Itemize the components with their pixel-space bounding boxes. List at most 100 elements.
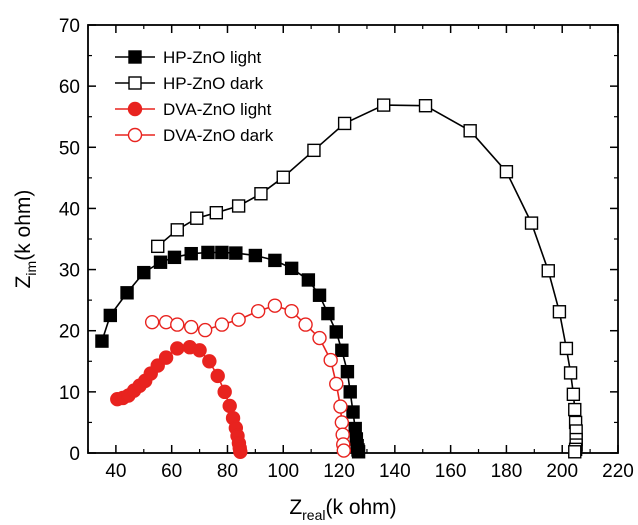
- data-point: [170, 341, 185, 356]
- data-point: [120, 286, 134, 300]
- data-point: [329, 376, 344, 392]
- data-point: [351, 445, 366, 459]
- data-point: [321, 306, 335, 321]
- data-point: [95, 334, 109, 348]
- y-tick-label: 70: [59, 16, 80, 37]
- y-tick-label: 60: [59, 77, 80, 98]
- data-point: [463, 124, 477, 138]
- data-point: [568, 402, 582, 417]
- data-point: [170, 223, 184, 237]
- data-point: [217, 384, 232, 400]
- data-point: [343, 385, 357, 399]
- x-tick-label: 160: [435, 461, 467, 482]
- data-point: [267, 298, 283, 313]
- series-group: [95, 98, 583, 459]
- data-point: [337, 116, 352, 131]
- data-point: [215, 245, 229, 260]
- y-axis-title: Zim(k ohm): [12, 190, 39, 289]
- series-line: [157, 104, 577, 453]
- data-point: [153, 255, 168, 269]
- y-tick-label: 20: [59, 322, 80, 343]
- legend-marker: [128, 76, 142, 90]
- data-point: [184, 319, 199, 335]
- data-point: [312, 330, 327, 346]
- series-0: [95, 245, 366, 459]
- axes-group: 40 60 80 100 120 140 160 180 200 220 0 10 20 30 40 50 60…: [59, 16, 634, 482]
- series-line: [117, 346, 242, 452]
- legend-marker: [127, 101, 143, 117]
- data-point: [340, 364, 355, 379]
- data-point: [231, 312, 246, 327]
- x-tick-label: 220: [602, 461, 634, 482]
- series-1: [151, 98, 583, 459]
- data-point: [333, 399, 348, 414]
- data-point: [103, 308, 118, 323]
- x-axis-title: Zreal(k ohm): [289, 496, 396, 523]
- x-axis-title-main: Z: [289, 496, 302, 519]
- data-point: [329, 325, 343, 339]
- legend-marker: [127, 127, 143, 143]
- data-point: [248, 248, 263, 263]
- legend-item: DVA-ZnO light: [115, 100, 272, 119]
- legend-label: HP-ZnO dark: [163, 74, 264, 93]
- data-point: [137, 265, 151, 280]
- data-point: [563, 366, 578, 380]
- axis-titles: Zreal(k ohm)Zim(k ohm): [12, 190, 397, 523]
- data-point: [170, 317, 185, 332]
- data-point: [201, 245, 215, 260]
- legend-marker: [128, 50, 142, 64]
- data-point: [346, 405, 360, 419]
- x-tick-label: 180: [491, 461, 523, 482]
- data-point: [190, 211, 204, 225]
- y-tick-label: 50: [59, 138, 80, 159]
- y-tick-label: 30: [59, 261, 80, 282]
- data-point: [192, 343, 207, 358]
- data-point: [568, 445, 582, 459]
- data-point: [254, 187, 268, 201]
- data-point: [229, 246, 243, 260]
- data-point: [250, 303, 266, 319]
- data-point: [334, 415, 350, 430]
- data-point: [276, 170, 290, 184]
- data-point: [284, 261, 299, 276]
- data-point: [566, 387, 581, 402]
- data-point: [197, 322, 213, 338]
- data-point: [298, 317, 313, 332]
- data-point: [312, 288, 327, 302]
- x-axis-title-unit: (k ohm): [326, 496, 397, 519]
- legend-item: DVA-ZnO dark: [115, 126, 274, 145]
- x-tick-label: 60: [161, 461, 182, 482]
- legend-item: HP-ZnO dark: [115, 74, 264, 93]
- data-point: [158, 350, 174, 365]
- data-point: [167, 250, 182, 265]
- y-tick-label: 0: [69, 444, 80, 465]
- data-point: [541, 264, 555, 278]
- series-2: [110, 340, 248, 459]
- data-point: [499, 165, 514, 179]
- data-point: [323, 352, 338, 368]
- legend-label: DVA-ZnO dark: [163, 126, 274, 145]
- legend-item: HP-ZnO light: [115, 48, 262, 67]
- y-axis-title-unit: (k ohm): [12, 190, 35, 261]
- data-point: [336, 443, 351, 458]
- data-point: [418, 99, 433, 113]
- legend-label: DVA-ZnO light: [163, 100, 272, 119]
- data-point: [214, 317, 230, 332]
- data-point: [233, 444, 248, 459]
- data-point: [559, 341, 574, 356]
- y-axis-title-sub: im: [23, 261, 39, 276]
- data-point: [335, 343, 349, 357]
- y-tick-label: 40: [59, 199, 80, 220]
- y-axis-title-main: Z: [12, 275, 35, 288]
- data-point: [524, 216, 539, 230]
- legend: HP-ZnO light HP-ZnO dark DVA-ZnO light DVA-…: [115, 48, 274, 145]
- x-tick-label: 200: [546, 461, 578, 482]
- data-point: [376, 98, 391, 112]
- data-point: [301, 273, 316, 287]
- data-point: [268, 253, 282, 268]
- data-point: [552, 305, 567, 319]
- data-point: [284, 303, 299, 319]
- data-point: [222, 398, 237, 414]
